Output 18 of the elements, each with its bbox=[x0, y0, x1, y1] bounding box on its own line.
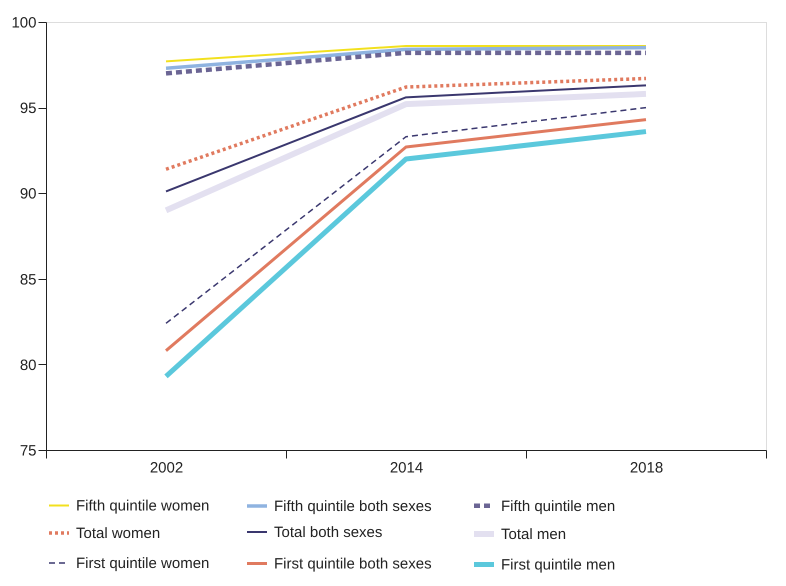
x-tick-label: 2018 bbox=[630, 460, 664, 476]
legend-label: Total men bbox=[501, 526, 566, 543]
y-tick-label: 100 bbox=[11, 14, 36, 32]
legend-label: Fifth quintile both sexes bbox=[274, 498, 432, 515]
legend-label: First quintile both sexes bbox=[274, 556, 432, 572]
y-tick-label: 85 bbox=[20, 271, 36, 288]
y-tick-label: 90 bbox=[20, 186, 36, 203]
x-tick-label: 2002 bbox=[150, 460, 184, 476]
legend-label: First quintile men bbox=[501, 556, 616, 574]
legend-label: Total both sexes bbox=[274, 524, 382, 541]
legend-label: Total women bbox=[76, 525, 160, 542]
x-tick-label: 2014 bbox=[390, 460, 424, 476]
y-tick-label: 75 bbox=[20, 442, 36, 460]
y-tick-label: 95 bbox=[20, 100, 36, 118]
legend-label: First quintile women bbox=[76, 555, 210, 572]
legend-label: Fifth quintile men bbox=[501, 498, 616, 515]
legend-label: Fifth quintile women bbox=[76, 498, 210, 514]
y-tick-label: 80 bbox=[20, 356, 36, 374]
